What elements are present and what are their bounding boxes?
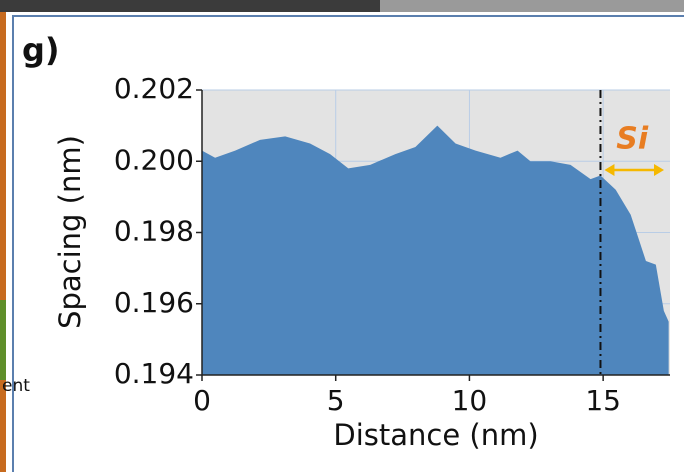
x-tick-label: 15 <box>585 384 621 417</box>
y-axis-label: Spacing (nm) <box>53 135 87 329</box>
page: {"panel_label": "g)", "fragment_text": "… <box>0 0 684 472</box>
y-tick-label: 0.194 <box>114 357 194 390</box>
y-tick-label: 0.200 <box>114 143 194 176</box>
left-image-strip-green <box>0 300 6 380</box>
x-axis-label: Distance (nm) <box>333 418 538 452</box>
y-tick-label: 0.202 <box>114 72 194 105</box>
left-image-strip <box>0 12 6 472</box>
x-tick-label: 5 <box>327 384 345 417</box>
x-tick-label: 0 <box>193 384 211 417</box>
annotation-label: Si <box>616 122 649 157</box>
y-tick-label: 0.198 <box>114 215 194 248</box>
top-image-strip-light <box>380 0 684 12</box>
panel-label: g) <box>22 31 60 69</box>
x-tick-label: 10 <box>452 384 488 417</box>
fragment-text: ent <box>2 376 30 396</box>
figure-panel: g) ent Distance (nm) Spacing (nm) 0.1940… <box>0 0 684 472</box>
y-tick-label: 0.196 <box>114 286 194 319</box>
